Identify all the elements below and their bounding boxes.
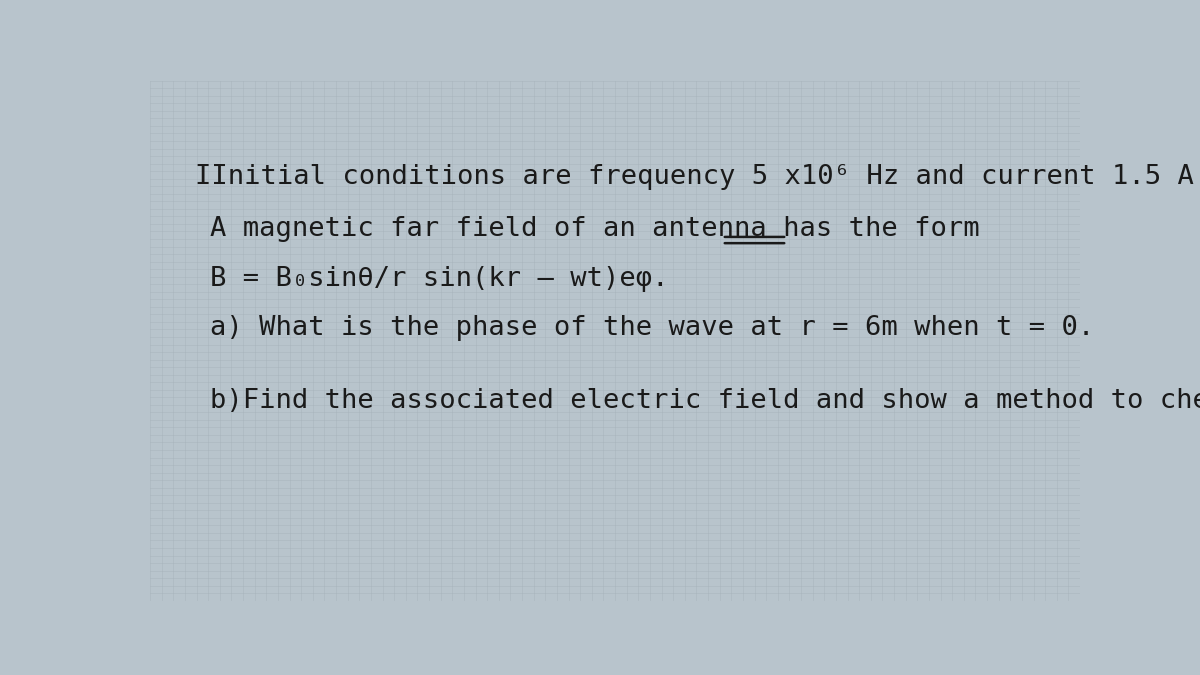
Text: a) What is the phase of the wave at r = 6m when t = 0.: a) What is the phase of the wave at r = … (210, 315, 1094, 341)
Text: A magnetic far field of an antenna has the form: A magnetic far field of an antenna has t… (210, 216, 980, 242)
Text: b)Find the associated electric field and show a method to check this.: b)Find the associated electric field and… (210, 387, 1200, 414)
Text: B = B₀sinθ/r sin(kr – wt)eφ.: B = B₀sinθ/r sin(kr – wt)eφ. (210, 265, 668, 292)
Text: IInitial conditions are frequency 5 x10⁶ Hz and current 1.5 A: IInitial conditions are frequency 5 x10⁶… (194, 164, 1194, 190)
